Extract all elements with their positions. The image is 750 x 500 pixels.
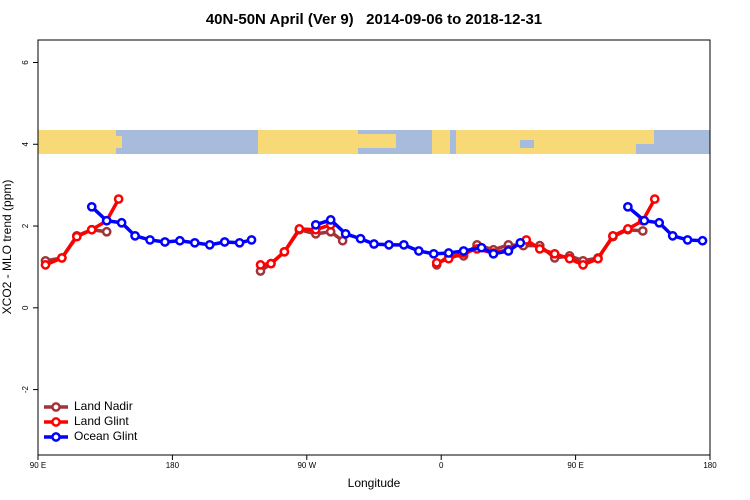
legend-label: Ocean Glint xyxy=(74,429,138,443)
data-point xyxy=(310,219,321,230)
data-point xyxy=(86,224,97,235)
data-point xyxy=(294,224,305,234)
data-point xyxy=(340,228,351,239)
data-point xyxy=(488,248,499,259)
x-axis-label: Longitude xyxy=(348,476,401,490)
y-tick-label: 0 xyxy=(21,305,30,310)
data-point xyxy=(71,231,82,242)
land-patch xyxy=(356,134,396,148)
data-point xyxy=(175,235,185,246)
data-point xyxy=(428,248,439,259)
y-tick-label: 4 xyxy=(21,141,30,146)
data-point xyxy=(697,235,708,246)
data-point xyxy=(255,260,266,270)
data-point xyxy=(266,258,276,269)
data-point xyxy=(593,253,603,264)
data-point xyxy=(515,237,526,248)
land-patch xyxy=(456,130,636,154)
legend-marker xyxy=(51,417,61,427)
data-point xyxy=(443,248,454,258)
data-point xyxy=(113,194,124,204)
data-point xyxy=(458,246,469,256)
land-patch xyxy=(432,130,450,154)
data-point xyxy=(234,237,245,248)
data-point xyxy=(431,257,442,268)
land-mask-strip xyxy=(38,130,710,154)
data-point xyxy=(564,253,575,264)
legend-label: Land Glint xyxy=(74,414,129,428)
data-point xyxy=(608,230,618,241)
data-point xyxy=(623,201,633,212)
data-point xyxy=(219,237,230,247)
y-tick-label: 6 xyxy=(21,60,30,65)
data-point xyxy=(116,217,127,228)
data-point xyxy=(246,235,257,245)
x-tick-label: 180 xyxy=(703,461,717,470)
data-point xyxy=(57,253,67,263)
data-point xyxy=(325,215,336,225)
land-patch xyxy=(630,130,654,144)
data-point xyxy=(189,237,200,248)
data-point xyxy=(355,233,366,244)
chart-title: 40N-50N April (Ver 9) 2014-09-06 to 2018… xyxy=(206,11,542,28)
water-patch xyxy=(520,140,534,148)
x-tick-label: 90 W xyxy=(297,461,316,470)
x-tick-label: 90 E xyxy=(30,461,46,470)
land-patch xyxy=(38,130,116,154)
data-point xyxy=(667,230,678,241)
data-point xyxy=(649,194,660,204)
legend-label: Land Nadir xyxy=(74,399,133,413)
data-point xyxy=(654,217,665,228)
data-point xyxy=(279,246,290,257)
data-point xyxy=(637,226,648,236)
data-point xyxy=(204,239,215,250)
data-point xyxy=(101,215,112,226)
land-patch xyxy=(258,130,358,154)
y-tick-label: -2 xyxy=(21,385,30,393)
data-point xyxy=(160,237,170,247)
plot-frame xyxy=(37,39,711,456)
data-point xyxy=(503,246,514,256)
y-axis-label: XCO2 - MLO trend (ppm) xyxy=(0,180,14,315)
data-point xyxy=(534,244,545,254)
data-point xyxy=(682,235,693,245)
data-point xyxy=(578,260,588,270)
x-tick-label: 180 xyxy=(166,461,180,470)
land-patch xyxy=(112,136,122,148)
x-tick-label: 90 E xyxy=(567,461,583,470)
data-point xyxy=(384,239,394,250)
data-point xyxy=(145,235,155,245)
data-point xyxy=(86,201,97,212)
data-point xyxy=(130,230,140,241)
data-point xyxy=(413,246,424,256)
series-line xyxy=(90,205,703,256)
data-point xyxy=(623,224,633,234)
data-point xyxy=(101,226,112,237)
data-point xyxy=(549,248,560,259)
data-point xyxy=(399,239,409,250)
legend-marker xyxy=(51,402,61,412)
data-point xyxy=(476,242,487,253)
data-point xyxy=(40,260,51,270)
data-point xyxy=(639,215,650,226)
x-tick-label: 0 xyxy=(439,461,444,470)
data-point xyxy=(369,239,379,249)
legend-marker xyxy=(51,432,61,442)
y-tick-label: 2 xyxy=(21,223,30,228)
